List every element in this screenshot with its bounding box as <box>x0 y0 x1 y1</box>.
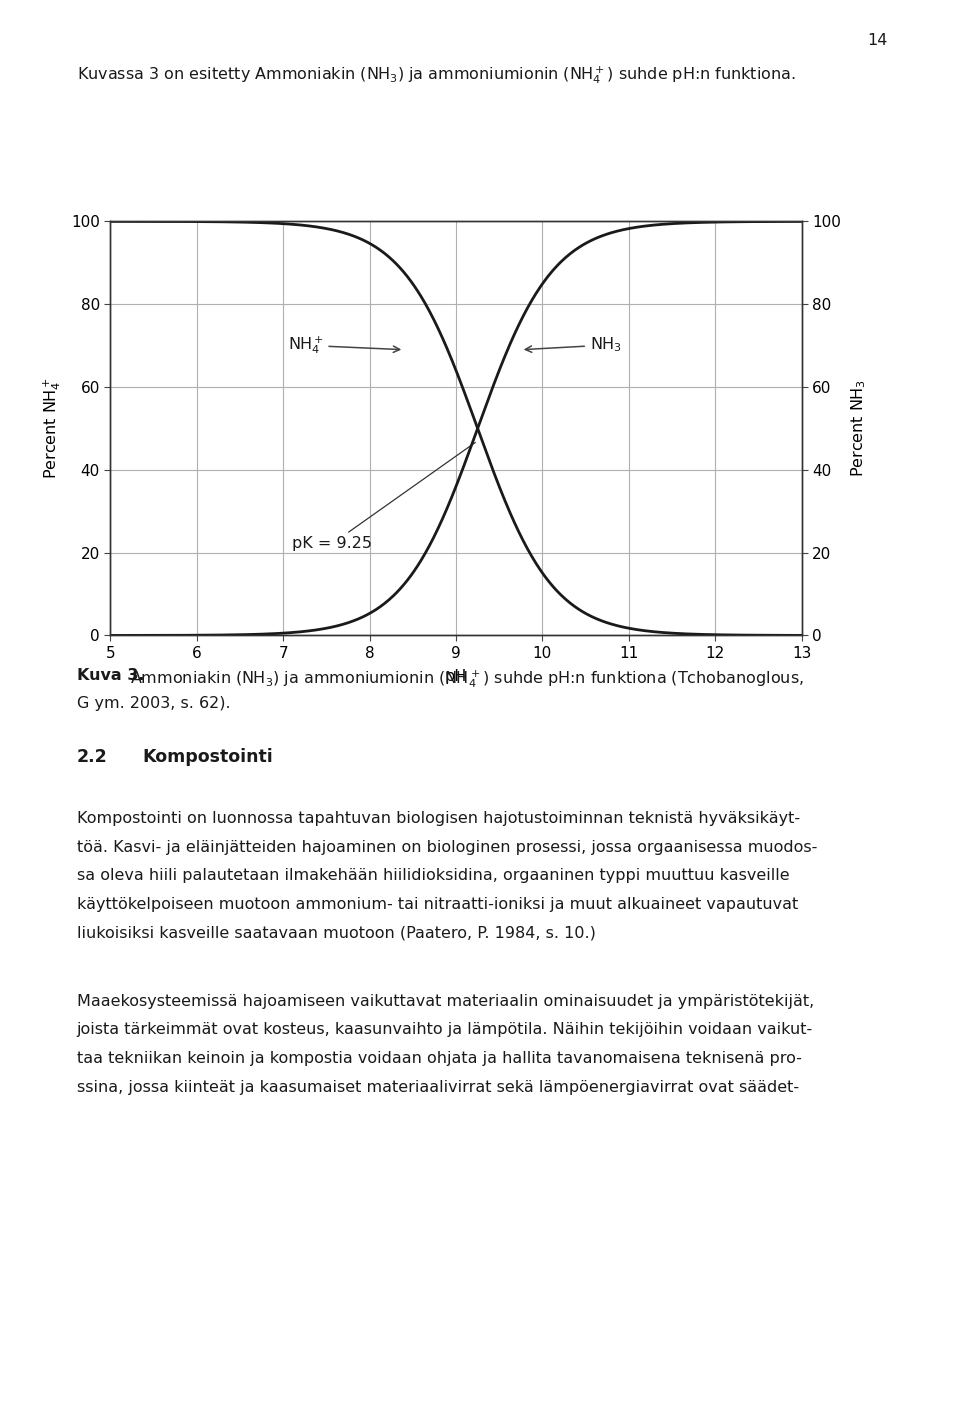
Text: käyttökelpoiseen muotoon ammonium- tai nitraatti-ioniksi ja muut alkuaineet vapa: käyttökelpoiseen muotoon ammonium- tai n… <box>77 897 798 912</box>
Text: joista tärkeimmät ovat kosteus, kaasunvaihto ja lämpötila. Näihin tekijöihin voi: joista tärkeimmät ovat kosteus, kaasunva… <box>77 1022 813 1038</box>
Text: liukoisiksi kasveille saatavaan muotoon (Paatero, P. 1984, s. 10.): liukoisiksi kasveille saatavaan muotoon … <box>77 925 595 941</box>
Text: Ammoniakin (NH$_3$) ja ammoniumionin (NH$_4^+$) suhde pH:n funktiona (Tchobanogl: Ammoniakin (NH$_3$) ja ammoniumionin (NH… <box>130 668 804 690</box>
Text: Kuvassa 3 on esitetty Ammoniakin (NH$_3$) ja ammoniumionin (NH$_4^+$) suhde pH:n: Kuvassa 3 on esitetty Ammoniakin (NH$_3$… <box>77 64 796 86</box>
Text: NH$_4^+$: NH$_4^+$ <box>288 334 399 356</box>
Text: Kompostointi: Kompostointi <box>142 748 273 767</box>
Text: töä. Kasvi- ja eläinjätteiden hajoaminen on biologinen prosessi, jossa orgaanise: töä. Kasvi- ja eläinjätteiden hajoaminen… <box>77 840 817 855</box>
Text: taa tekniikan keinoin ja kompostia voidaan ohjata ja hallita tavanomaisena tekni: taa tekniikan keinoin ja kompostia voida… <box>77 1051 802 1067</box>
Text: NH$_3$: NH$_3$ <box>525 336 621 354</box>
Text: G ym. 2003, s. 62).: G ym. 2003, s. 62). <box>77 695 230 711</box>
Text: 14: 14 <box>868 33 888 49</box>
Y-axis label: Percent NH$_3$: Percent NH$_3$ <box>850 380 868 477</box>
Text: Maaekosysteemissä hajoamiseen vaikuttavat materiaalin ominaisuudet ja ympäristöt: Maaekosysteemissä hajoamiseen vaikuttava… <box>77 994 814 1010</box>
X-axis label: pH: pH <box>444 670 468 684</box>
Text: pK = 9.25: pK = 9.25 <box>292 443 475 551</box>
Text: Kompostointi on luonnossa tapahtuvan biologisen hajotustoiminnan teknistä hyväks: Kompostointi on luonnossa tapahtuvan bio… <box>77 811 800 827</box>
Text: ssina, jossa kiinteät ja kaasumaiset materiaalivirrat sekä lämpöenergiavirrat ov: ssina, jossa kiinteät ja kaasumaiset mat… <box>77 1080 799 1095</box>
Text: Kuva 3.: Kuva 3. <box>77 668 144 684</box>
Text: sa oleva hiili palautetaan ilmakehään hiilidioksidina, orgaaninen typpi muuttuu : sa oleva hiili palautetaan ilmakehään hi… <box>77 868 789 884</box>
Text: 2.2: 2.2 <box>77 748 108 767</box>
Y-axis label: Percent NH$_4^+$: Percent NH$_4^+$ <box>41 377 62 480</box>
